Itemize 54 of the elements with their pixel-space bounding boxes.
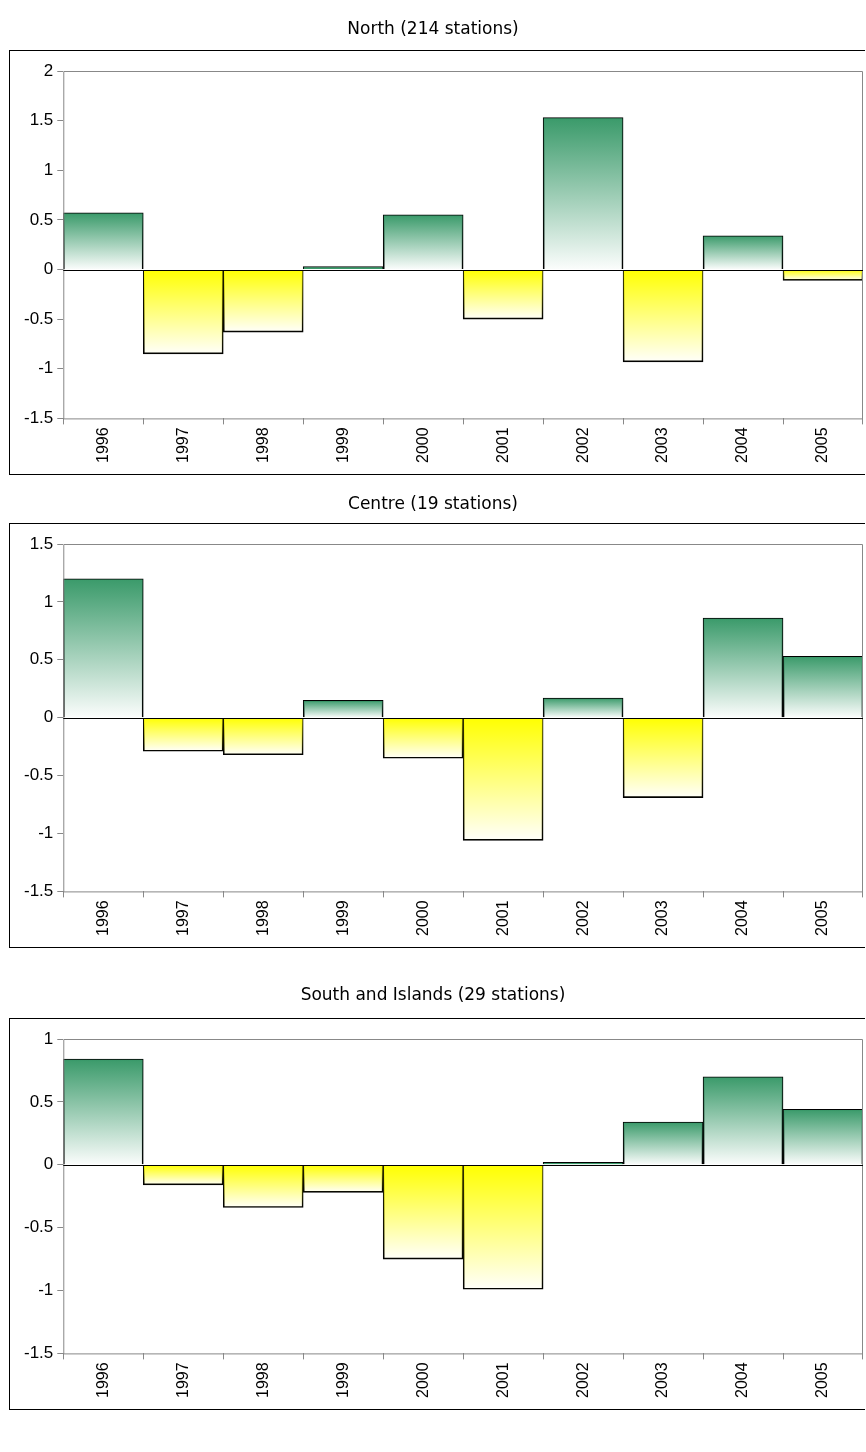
x-tick-label: 1999 — [333, 900, 351, 936]
y-tick-label: 0 — [43, 259, 54, 279]
x-tick-label: 2000 — [413, 1362, 431, 1398]
x-tick-label: 1996 — [93, 1362, 111, 1398]
x-tick-label: 1996 — [93, 427, 111, 463]
y-tick-label: 0 — [43, 707, 54, 727]
x-tick-label: 2003 — [653, 900, 671, 936]
x-tick-label: 1998 — [253, 1362, 271, 1398]
x-tick-label: 1999 — [333, 427, 351, 463]
x-tick-label: 2001 — [493, 427, 511, 463]
x-tick-label: 1997 — [173, 427, 191, 463]
x-tick-label: 1996 — [93, 900, 111, 936]
y-tick-label: -1 — [38, 823, 54, 843]
x-tick-label: 2003 — [653, 427, 671, 463]
y-tick-label: -1.5 — [24, 408, 54, 428]
x-tick-label: 2004 — [733, 1362, 751, 1398]
y-tick-label: 0.5 — [29, 1091, 54, 1111]
chart-title: Centre (19 stations) — [347, 493, 519, 513]
y-tick-label: -0.5 — [24, 308, 54, 328]
y-tick-label: 0.5 — [29, 649, 54, 669]
y-tick-label: -1 — [38, 1280, 54, 1300]
y-tick-label: 1.5 — [29, 110, 54, 130]
y-tick-label: -1.5 — [24, 1343, 54, 1363]
y-tick-label: 2 — [43, 60, 54, 80]
x-tick-label: 1997 — [173, 900, 191, 936]
y-tick-label: -1 — [38, 358, 54, 378]
x-tick-label: 2000 — [413, 427, 431, 463]
x-tick-label: 2001 — [493, 1362, 511, 1398]
chart-title: South and Islands (29 stations) — [299, 984, 567, 1004]
y-tick-label: 1 — [43, 1028, 54, 1048]
y-tick-label: -0.5 — [24, 1217, 54, 1237]
y-tick-label: 1 — [43, 159, 54, 179]
x-tick-label: 1998 — [253, 900, 271, 936]
x-tick-label: 1998 — [253, 427, 271, 463]
y-tick-label: -0.5 — [24, 765, 54, 785]
y-tick-label: -1.5 — [24, 881, 54, 901]
x-tick-label: 2005 — [813, 1362, 831, 1398]
x-tick-label: 2002 — [573, 900, 591, 936]
y-tick-label: 0 — [43, 1154, 54, 1174]
x-tick-label: 2005 — [813, 900, 831, 936]
x-tick-label: 2004 — [733, 900, 751, 936]
chart-title: North (214 stations) — [346, 18, 520, 38]
x-tick-label: 1997 — [173, 1362, 191, 1398]
x-tick-label: 2001 — [493, 900, 511, 936]
x-tick-label: 2003 — [653, 1362, 671, 1398]
x-tick-label: 2004 — [733, 427, 751, 463]
y-tick-label: 0.5 — [29, 209, 54, 229]
x-tick-label: 2005 — [813, 427, 831, 463]
x-tick-label: 2000 — [413, 900, 431, 936]
x-tick-label: 2002 — [573, 1362, 591, 1398]
y-tick-label: 1 — [43, 591, 54, 611]
x-tick-label: 1999 — [333, 1362, 351, 1398]
y-tick-label: 1.5 — [29, 533, 54, 553]
x-tick-label: 2002 — [573, 427, 591, 463]
